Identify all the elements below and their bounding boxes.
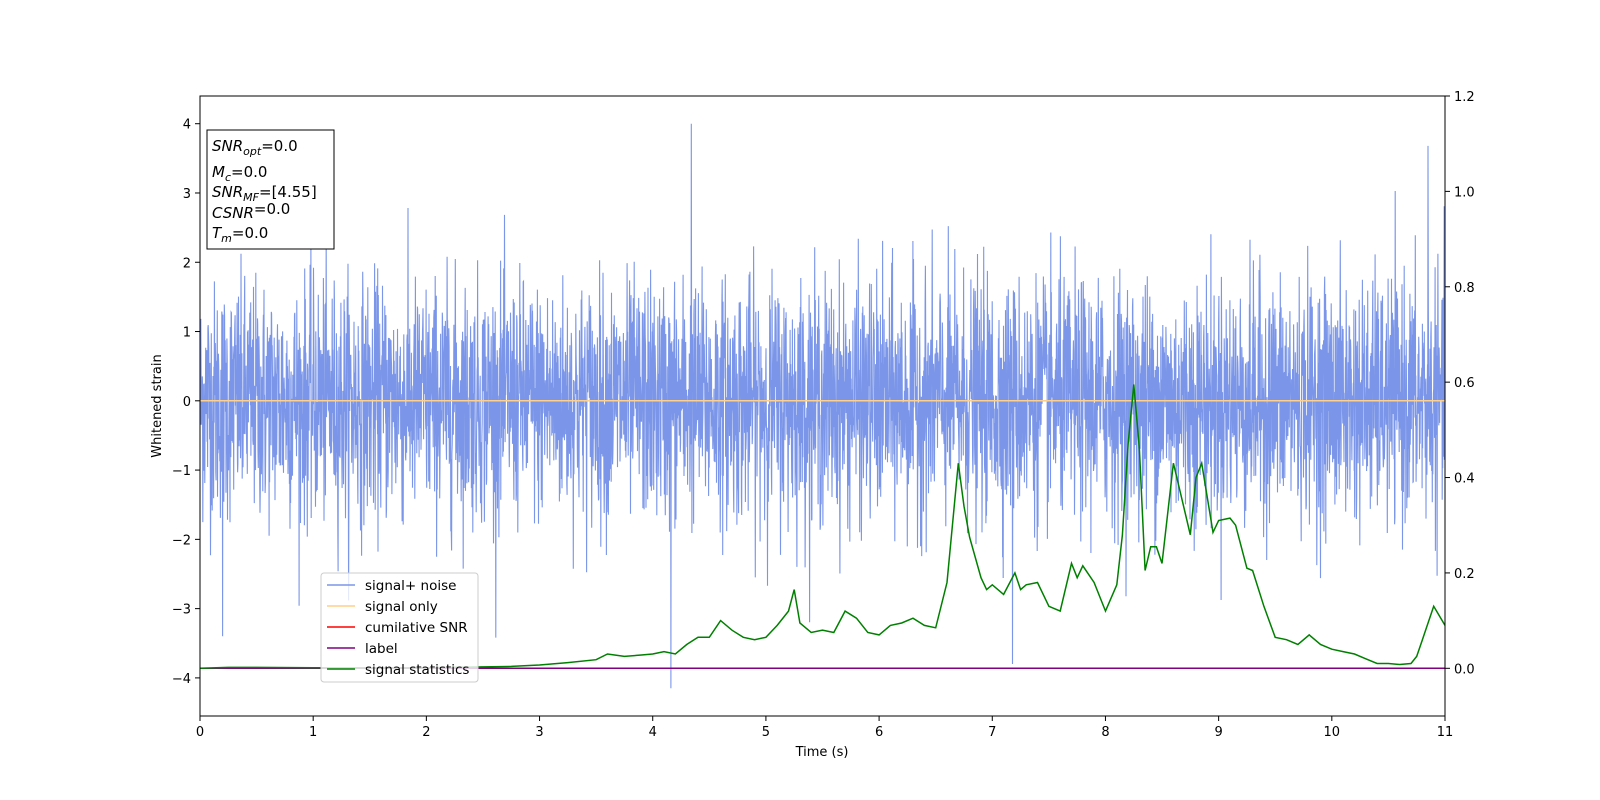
legend-label-signal-noise: signal+ noise (365, 578, 456, 594)
x-tick-label: 6 (875, 725, 883, 740)
x-tick-label: 4 (649, 725, 657, 740)
x-tick-label: 9 (1214, 725, 1222, 740)
x-axis-ticks: 0 1 2 3 4 5 6 7 8 9 10 11 (196, 716, 1453, 740)
signal-plus-noise-layer (200, 123, 1445, 689)
info-box-frame (206, 129, 335, 250)
info-snr-mf: SNRMF=[4.55] (212, 183, 317, 204)
legend-frame (320, 572, 479, 683)
y2-tick-label: 0.6 (1454, 376, 1475, 391)
y-axis-label: Whitened strain (150, 354, 165, 457)
info-box: SNRopt=0.0 Mc=0.0 SNRMF=[4.55] CSNR=0.0 … (206, 129, 335, 250)
info-tm: Tm=0.0 (212, 224, 268, 245)
x-tick-label: 0 (196, 725, 204, 740)
y-tick-label: 3 (183, 187, 191, 202)
y-axis-left-ticks: −4 −3 −2 −1 0 1 2 3 4 (172, 118, 200, 687)
y2-tick-label: 0.8 (1454, 281, 1475, 296)
series-line-signal-noise (200, 123, 1445, 689)
x-tick-label: 7 (988, 725, 996, 740)
y2-tick-label: 1.0 (1454, 185, 1475, 200)
x-tick-label: 5 (762, 725, 770, 740)
y-tick-label: −2 (172, 533, 191, 548)
legend-label-signal-only: signal only (365, 599, 438, 615)
x-tick-label: 1 (309, 725, 317, 740)
info-mc: Mc=0.0 (212, 163, 267, 184)
y2-tick-label: 0.4 (1454, 472, 1475, 487)
y-tick-label: 2 (183, 256, 191, 271)
info-snr-opt: SNRopt=0.0 (212, 137, 298, 158)
plot-frame (199, 95, 1446, 717)
y-tick-label: −4 (172, 672, 191, 687)
y-tick-label: 0 (183, 395, 191, 410)
y-axis-right-ticks: 0.0 0.2 0.4 0.6 0.8 1.0 1.2 (1445, 90, 1475, 677)
x-tick-label: 2 (422, 725, 430, 740)
y2-tick-label: 0.2 (1454, 567, 1475, 582)
x-axis-label: Time (s) (795, 745, 849, 760)
y2-tick-label: 0.0 (1454, 662, 1475, 677)
legend-label-cumulative-snr: cumilative SNR (365, 620, 468, 636)
legend-label-label: label (365, 641, 398, 657)
y2-tick-label: 1.2 (1454, 90, 1475, 105)
x-tick-label: 3 (535, 725, 543, 740)
x-tick-label: 8 (1101, 725, 1109, 740)
x-tick-label: 11 (1437, 725, 1454, 740)
x-tick-label: 10 (1324, 725, 1341, 740)
y-tick-label: 1 (183, 326, 191, 341)
series-line-signal-statistics (200, 384, 1445, 670)
legend-label-signal-statistics: signal statistics (365, 662, 469, 678)
info-csnr: CSNR=0.0 (212, 200, 290, 222)
y-tick-label: −1 (172, 464, 191, 479)
y-tick-label: 4 (183, 118, 191, 133)
legend: signal+ noise signal only cumilative SNR… (320, 572, 479, 683)
y-tick-label: −3 (172, 603, 191, 618)
